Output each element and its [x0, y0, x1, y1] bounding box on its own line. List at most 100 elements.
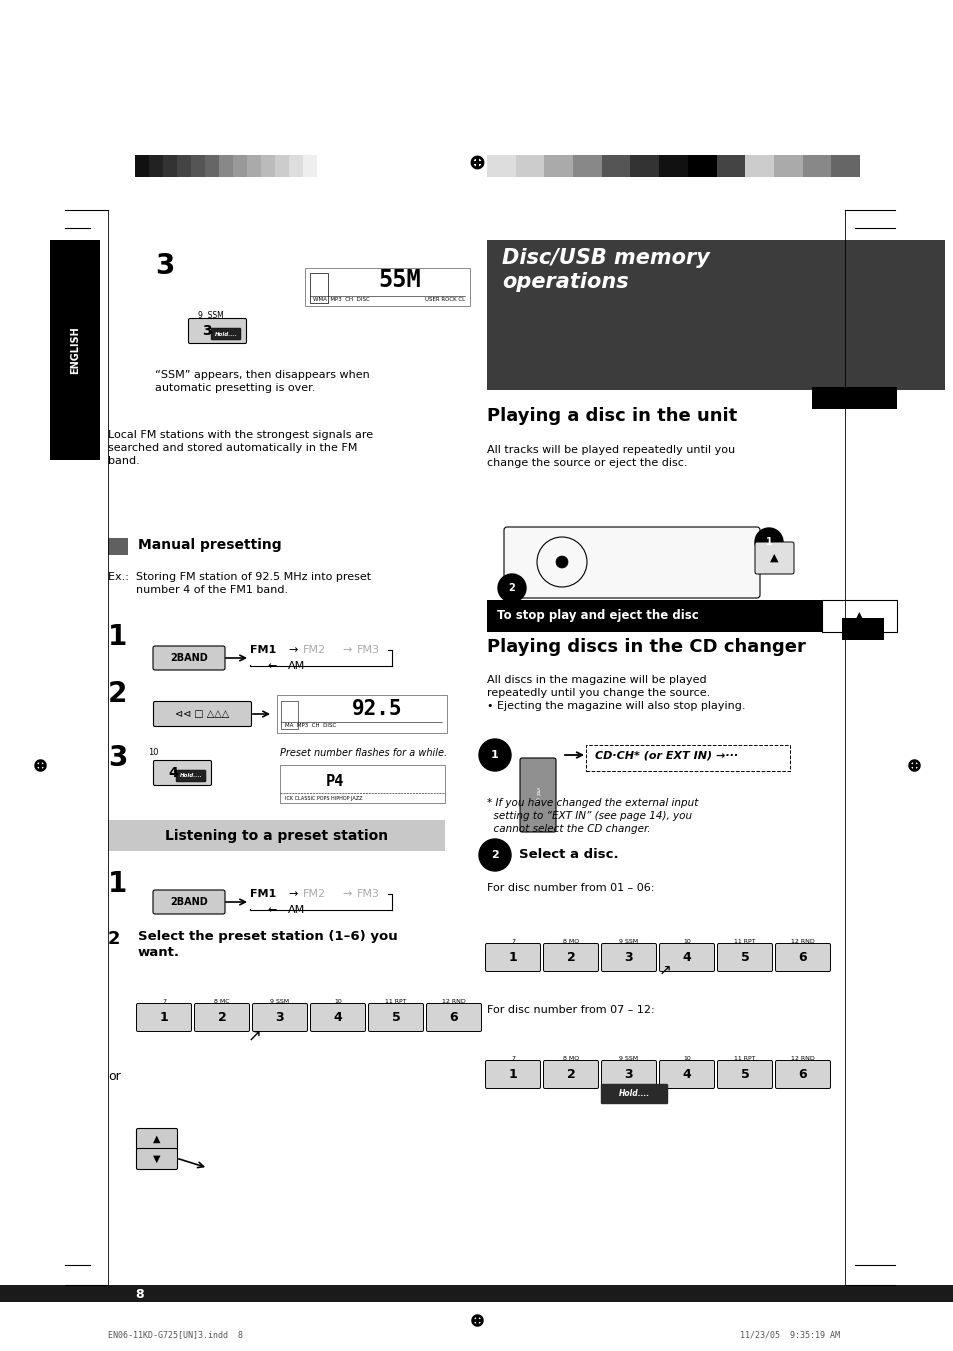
- FancyBboxPatch shape: [503, 527, 760, 598]
- Text: MA  MP3  CH  DISC: MA MP3 CH DISC: [285, 723, 335, 728]
- Bar: [219, 155, 233, 177]
- Text: Select a disc.: Select a disc.: [518, 848, 618, 862]
- FancyBboxPatch shape: [368, 1004, 423, 1032]
- Circle shape: [754, 528, 782, 557]
- Text: →: →: [288, 644, 297, 655]
- Bar: [191, 155, 205, 177]
- Text: 1: 1: [508, 1069, 517, 1081]
- Text: Disc/USB memory
operations: Disc/USB memory operations: [501, 249, 709, 292]
- Bar: [486, 600, 821, 632]
- Text: CD·CH* (or EXT IN) →···: CD·CH* (or EXT IN) →···: [595, 750, 738, 761]
- Text: FM1: FM1: [250, 889, 276, 898]
- Text: Ex.:  Storing FM station of 92.5 MHz into preset
        number 4 of the FM1 ban: Ex.: Storing FM station of 92.5 MHz into…: [108, 571, 371, 596]
- Bar: [280, 765, 444, 802]
- Text: 6: 6: [449, 1011, 457, 1024]
- FancyBboxPatch shape: [585, 744, 789, 771]
- Text: →: →: [341, 644, 351, 655]
- Bar: [108, 820, 444, 851]
- Bar: [303, 155, 316, 177]
- Text: 1: 1: [108, 870, 127, 898]
- Bar: [205, 155, 219, 177]
- Bar: [516, 155, 544, 177]
- Text: ▼: ▼: [153, 1154, 161, 1165]
- Text: 3: 3: [624, 1069, 633, 1081]
- FancyBboxPatch shape: [153, 701, 252, 727]
- Text: Preset number flashes for a while.: Preset number flashes for a while.: [280, 748, 447, 758]
- Text: ▲: ▲: [769, 553, 778, 563]
- Text: or: or: [108, 1070, 121, 1084]
- Text: 6: 6: [798, 1069, 806, 1081]
- Bar: [544, 155, 573, 177]
- Text: →: →: [341, 889, 351, 898]
- FancyBboxPatch shape: [253, 1004, 307, 1032]
- Bar: [573, 155, 601, 177]
- Text: 4: 4: [334, 1011, 342, 1024]
- Text: Hold....: Hold....: [214, 331, 237, 336]
- Text: ⊲⊲ □ △△△: ⊲⊲ □ △△△: [175, 709, 230, 719]
- Text: ←: ←: [268, 661, 277, 671]
- Text: AM: AM: [288, 661, 305, 671]
- Bar: [830, 155, 859, 177]
- FancyBboxPatch shape: [659, 1061, 714, 1089]
- Text: 3: 3: [154, 253, 174, 280]
- Bar: [108, 538, 128, 555]
- Bar: [310, 273, 328, 303]
- Text: 4: 4: [682, 1069, 691, 1081]
- Text: 10: 10: [682, 1056, 690, 1061]
- Bar: [716, 155, 744, 177]
- Text: 8 MC: 8 MC: [214, 998, 230, 1004]
- Circle shape: [478, 739, 511, 771]
- Text: P4: P4: [326, 774, 344, 789]
- Text: 12 RND: 12 RND: [441, 998, 465, 1004]
- Text: EN06-11KD-G725[UN]3.indd  8: EN06-11KD-G725[UN]3.indd 8: [108, 1331, 243, 1339]
- Text: 11 RPT: 11 RPT: [385, 998, 406, 1004]
- Text: 12 RND: 12 RND: [790, 1056, 814, 1061]
- Text: Hold....: Hold....: [179, 774, 202, 778]
- Bar: [821, 600, 896, 632]
- Text: 12 RND: 12 RND: [790, 939, 814, 944]
- Bar: [274, 155, 289, 177]
- Text: ↗: ↗: [659, 963, 671, 978]
- FancyBboxPatch shape: [152, 646, 225, 670]
- FancyBboxPatch shape: [601, 943, 656, 971]
- Text: ▲: ▲: [153, 1133, 161, 1144]
- Text: 5: 5: [392, 1011, 400, 1024]
- Text: ▲: ▲: [853, 609, 863, 623]
- Text: All tracks will be played repeatedly until you
change the source or eject the di: All tracks will be played repeatedly unt…: [486, 444, 735, 469]
- Bar: [486, 155, 516, 177]
- Text: 9 SSM: 9 SSM: [270, 998, 290, 1004]
- FancyBboxPatch shape: [717, 1061, 772, 1089]
- Text: 10: 10: [334, 998, 341, 1004]
- Text: 5: 5: [740, 951, 749, 965]
- Text: 1: 1: [508, 951, 517, 965]
- FancyBboxPatch shape: [136, 1148, 177, 1170]
- Text: To stop play and eject the disc: To stop play and eject the disc: [497, 609, 698, 623]
- Text: →: →: [288, 889, 297, 898]
- FancyBboxPatch shape: [152, 890, 225, 915]
- Bar: [0, 1285, 953, 1302]
- Text: Listening to a preset station: Listening to a preset station: [165, 828, 388, 843]
- Text: Local FM stations with the strongest signals are
searched and stored automatical: Local FM stations with the strongest sig…: [108, 430, 373, 466]
- Text: Playing discs in the CD changer: Playing discs in the CD changer: [486, 638, 805, 657]
- Bar: [247, 155, 261, 177]
- Text: For disc number from 07 – 12:: For disc number from 07 – 12:: [486, 1005, 654, 1015]
- Text: Manual presetting: Manual presetting: [138, 538, 281, 553]
- Text: 7: 7: [511, 939, 515, 944]
- Bar: [687, 155, 716, 177]
- Bar: [281, 701, 297, 730]
- FancyBboxPatch shape: [600, 1084, 667, 1104]
- Text: 7: 7: [162, 998, 166, 1004]
- Text: 1: 1: [159, 1011, 168, 1024]
- FancyBboxPatch shape: [194, 1004, 250, 1032]
- Text: 8: 8: [135, 1289, 144, 1301]
- FancyBboxPatch shape: [189, 319, 246, 343]
- Bar: [289, 155, 303, 177]
- FancyBboxPatch shape: [543, 943, 598, 971]
- Text: 92.5: 92.5: [352, 698, 402, 719]
- Text: All discs in the magazine will be played
repeatedly until you change the source.: All discs in the magazine will be played…: [486, 676, 744, 712]
- Text: 9 SSM: 9 SSM: [618, 1056, 638, 1061]
- Text: 9  SSM: 9 SSM: [198, 311, 224, 320]
- Text: 4: 4: [168, 766, 177, 780]
- Bar: [744, 155, 773, 177]
- FancyBboxPatch shape: [754, 542, 793, 574]
